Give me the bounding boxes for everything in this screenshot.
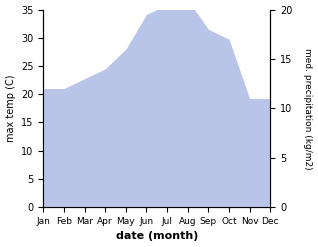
Y-axis label: med. precipitation (kg/m2): med. precipitation (kg/m2) xyxy=(303,48,313,169)
Y-axis label: max temp (C): max temp (C) xyxy=(5,75,16,142)
X-axis label: date (month): date (month) xyxy=(116,231,198,242)
